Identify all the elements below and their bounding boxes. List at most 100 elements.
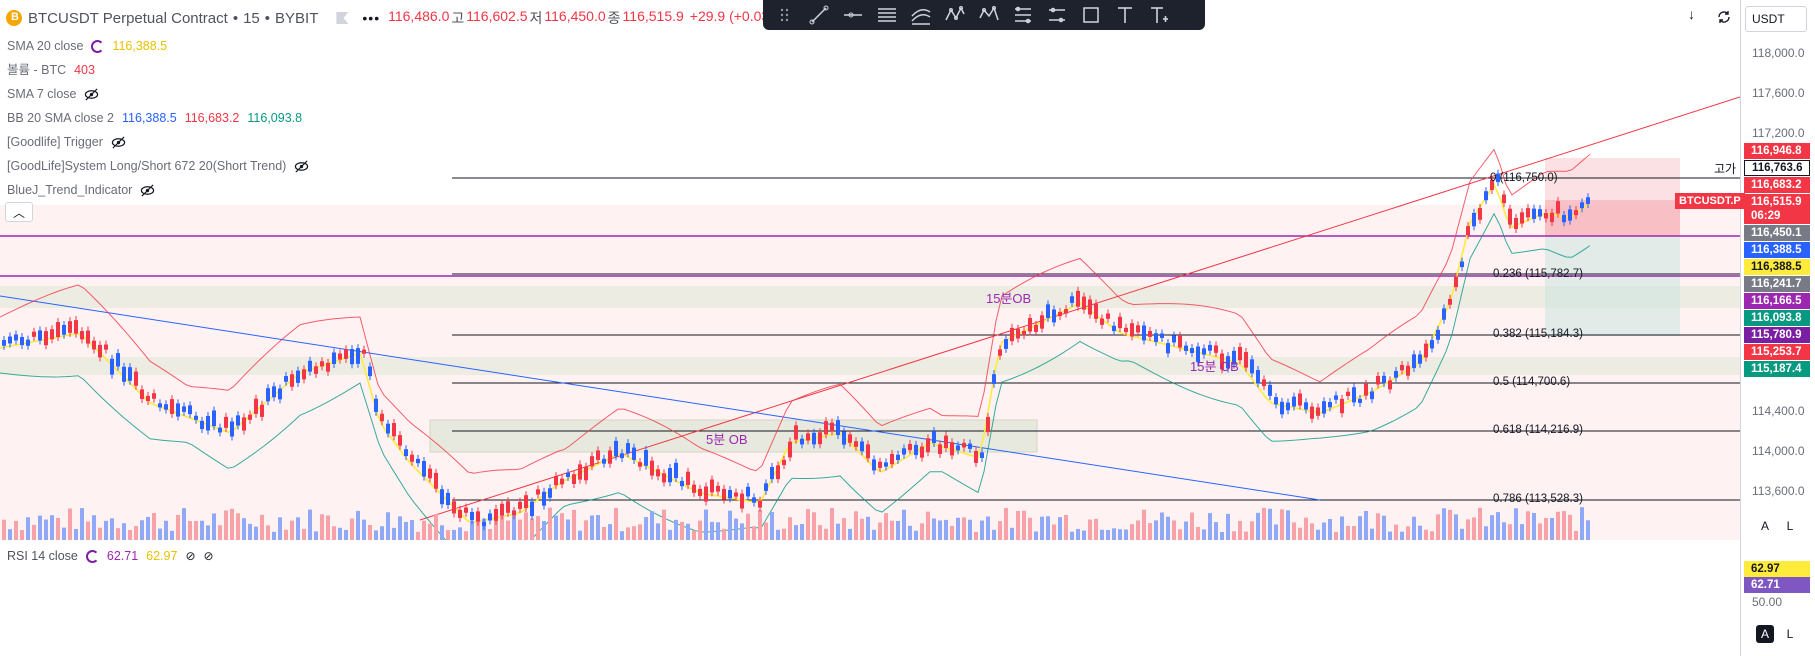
text-note-icon[interactable] <box>1143 1 1175 29</box>
candle-body <box>872 459 876 471</box>
down-arrow-button[interactable]: ↓ <box>1688 6 1695 22</box>
refresh-icon[interactable] <box>85 549 99 563</box>
indicator-row-trigger[interactable]: [Goodlife] Trigger <box>7 130 309 154</box>
drag-handle-icon[interactable] <box>769 1 801 29</box>
indicator-row-system[interactable]: [GoodLife]System Long/Short 672 20(Short… <box>7 154 309 178</box>
long-position-icon[interactable] <box>1007 1 1039 29</box>
candle-body <box>704 486 708 502</box>
candle-body <box>812 432 816 445</box>
volume-bar <box>1124 529 1128 540</box>
volume-bar <box>1250 521 1254 540</box>
volume-bar <box>80 508 84 540</box>
candle-body <box>1358 398 1362 403</box>
volume-bar <box>32 524 36 540</box>
indicator-row-sma20[interactable]: SMA 20 close 116,388.5 <box>7 34 309 58</box>
eye-hidden-icon[interactable] <box>111 135 126 150</box>
volume-bar <box>650 511 654 540</box>
rectangle-icon[interactable] <box>1075 1 1107 29</box>
candle-body <box>1202 348 1206 355</box>
interval-label[interactable]: 15 <box>243 9 260 27</box>
auto-scale-button[interactable]: A <box>1760 519 1769 533</box>
three-dots-icon[interactable]: ••• <box>362 10 381 26</box>
bb-upper-line <box>0 148 1591 474</box>
volume-bar <box>1190 512 1194 540</box>
exchange-label[interactable]: BYBIT <box>275 9 319 27</box>
symbol-name[interactable]: BTCUSDT Perpetual Contract <box>28 9 228 27</box>
volume-bar <box>554 515 558 540</box>
volume-bar <box>854 511 858 540</box>
trend-line-icon[interactable] <box>803 1 835 29</box>
volume-bar <box>1514 508 1518 540</box>
volume-bar <box>236 513 240 540</box>
log-scale-button[interactable]: L <box>1786 519 1794 533</box>
price-label-purple: 116,166.5 <box>1744 293 1810 309</box>
volume-bar <box>1034 531 1038 540</box>
volume-bar <box>92 515 96 540</box>
volume-bar <box>1574 530 1578 540</box>
candle-body <box>524 495 528 509</box>
volume-bar <box>290 520 294 540</box>
refresh-icon[interactable] <box>91 39 105 53</box>
volume-bar <box>728 510 732 540</box>
currency-selector[interactable]: USDT <box>1745 6 1807 32</box>
indicator-row-bluej[interactable]: BlueJ_Trend_Indicator <box>7 178 309 202</box>
measure-icon[interactable] <box>1041 1 1073 29</box>
volume-bar <box>788 517 792 540</box>
candle-body <box>1322 401 1326 414</box>
volume-bar <box>1502 522 1506 540</box>
indicator-row-bb[interactable]: BB 20 SMA close 2 116,388.5 116,683.2 11… <box>7 106 309 130</box>
close-value: 116,515.9 <box>622 8 684 24</box>
indicator-name: 볼륨 - BTC <box>7 63 67 77</box>
volume-bar <box>1226 513 1230 540</box>
volume-bar <box>812 512 816 540</box>
candle-body <box>170 399 174 414</box>
volume-bar <box>68 508 72 540</box>
volume-bar <box>320 514 324 540</box>
candle-body <box>1244 352 1248 368</box>
volume-bar <box>296 517 300 540</box>
candle-body <box>1556 201 1560 214</box>
eye-hidden-icon[interactable] <box>140 183 155 198</box>
chart-area[interactable] <box>0 0 1740 540</box>
volume-bar <box>1508 524 1512 540</box>
volume-bar <box>1010 527 1014 540</box>
indicator-row-sma7[interactable]: SMA 7 close <box>7 82 309 106</box>
candle-body <box>446 492 450 505</box>
volume-bar <box>344 529 348 540</box>
log-scale-button[interactable]: L <box>1786 627 1794 641</box>
text-icon[interactable] <box>1109 1 1141 29</box>
candle-body <box>506 501 510 513</box>
candle-body <box>1520 212 1524 224</box>
eye-hidden-icon[interactable] <box>84 87 99 102</box>
flag-icon[interactable] <box>336 12 349 24</box>
volume-bar <box>338 527 342 540</box>
eye-hidden-icon[interactable] <box>294 159 309 174</box>
pattern-icon[interactable] <box>939 1 971 29</box>
hidden-icon[interactable]: ⊘ <box>185 549 196 563</box>
candle-body <box>1544 213 1548 219</box>
volume-bar <box>1370 528 1374 540</box>
collapse-legend-button[interactable]: ︿ <box>5 202 33 222</box>
rsi-legend[interactable]: RSI 14 close 62.71 62.97 ⊘ ⊘ <box>7 549 214 563</box>
hidden-icon[interactable]: ⊘ <box>203 549 214 563</box>
volume-bar <box>1478 507 1482 540</box>
volume-bar <box>548 507 552 540</box>
candle-body <box>74 320 78 334</box>
candle-body <box>1388 380 1392 390</box>
volume-bar <box>950 525 954 540</box>
volume-bar <box>920 523 924 540</box>
xabcd-icon[interactable] <box>973 1 1005 29</box>
horizontal-ray-icon[interactable] <box>837 1 869 29</box>
volume-bar <box>488 528 492 540</box>
fullscreen-icon[interactable] <box>1716 9 1732 28</box>
candle-body <box>1196 346 1200 363</box>
price-chart-canvas[interactable] <box>0 0 1740 540</box>
auto-scale-button[interactable]: A <box>1756 625 1774 643</box>
volume-bar <box>1568 514 1572 540</box>
fib-retracement-icon[interactable] <box>871 1 903 29</box>
parallel-channel-icon[interactable] <box>905 1 937 29</box>
candle-body <box>1364 383 1368 396</box>
candle-body <box>1178 335 1182 348</box>
candle-body <box>596 450 600 460</box>
indicator-row-volume[interactable]: 볼륨 - BTC 403 <box>7 58 309 82</box>
